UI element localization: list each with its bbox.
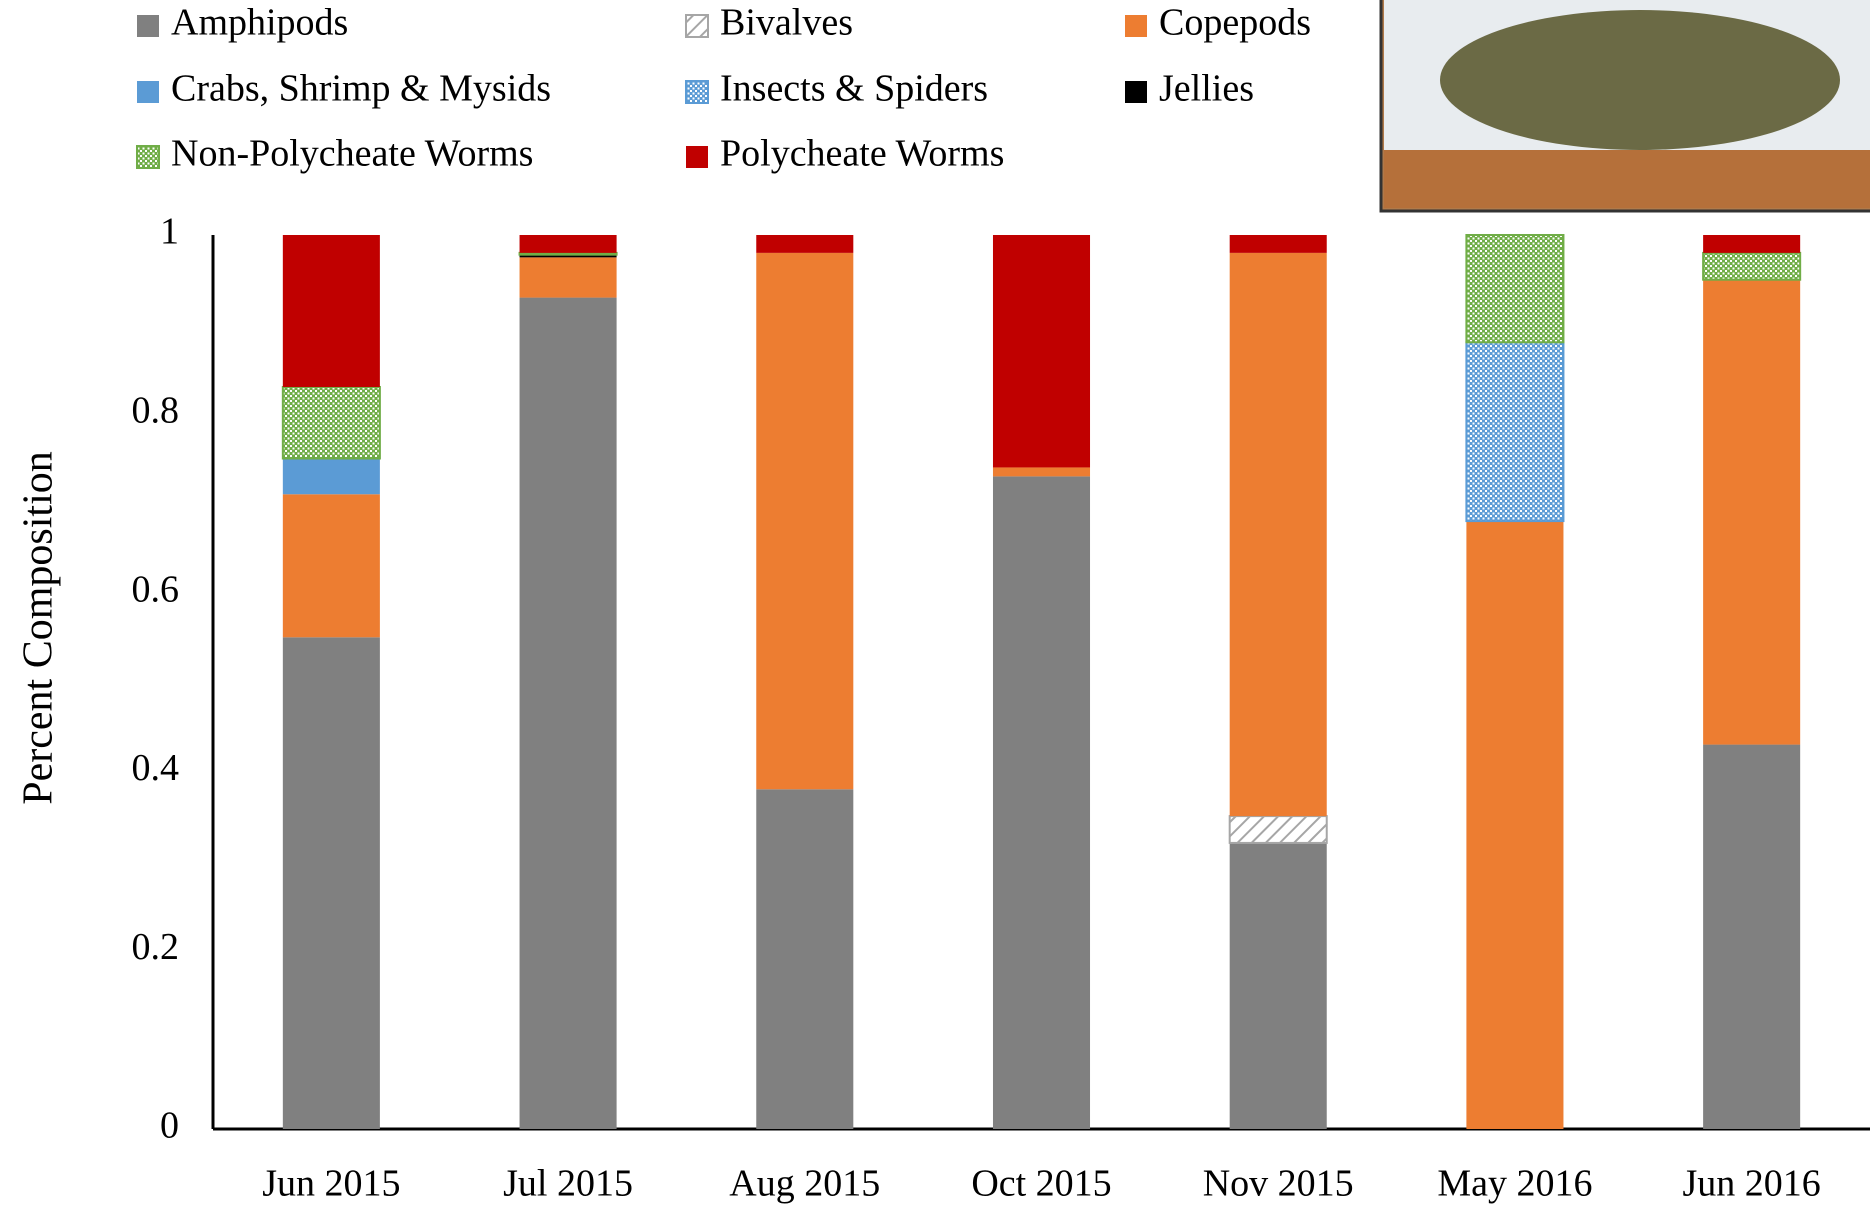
bar-segment: [519, 297, 617, 1130]
bar-segment: [1465, 341, 1565, 523]
legend-label: Amphipods: [171, 2, 348, 44]
legend-swatch: [686, 146, 708, 168]
legend-item: Bivalves: [685, 2, 853, 44]
y-tick-label: 0.4: [132, 747, 180, 789]
legend-swatch: [1125, 15, 1147, 37]
bar-segment: [1465, 234, 1565, 344]
legend-item: Jellies: [1125, 68, 1254, 110]
legend-label: Jellies: [1159, 68, 1254, 110]
y-axis-title: Percent Composition: [16, 451, 62, 804]
legend-swatch: [1125, 81, 1147, 103]
legend-label: Polycheate Worms: [720, 133, 1004, 175]
bar-segment: [1703, 744, 1801, 1129]
x-tick-label: Jun 2015: [262, 1163, 400, 1205]
legend-item: Copepods: [1125, 2, 1311, 44]
bar-segment: [282, 458, 380, 495]
x-tick-label: Nov 2015: [1203, 1163, 1354, 1205]
legend-item: Non-Polycheate Worms: [136, 133, 533, 175]
bar-segment: [1702, 251, 1802, 281]
bar-segment: [756, 235, 854, 253]
bar-segment: [1228, 815, 1328, 844]
bar-segment: [1229, 842, 1327, 1129]
legend-item: Amphipods: [137, 2, 348, 44]
legend-swatch: [137, 81, 159, 103]
bar-segment: [1229, 235, 1327, 253]
bar-segment: [518, 251, 618, 256]
x-tick-label: Aug 2015: [729, 1163, 880, 1205]
x-tick-label: May 2016: [1437, 1163, 1592, 1205]
legend-label: Copepods: [1159, 2, 1311, 44]
legend-swatch: [137, 15, 159, 37]
bar-segment: [1703, 235, 1801, 253]
x-tick-label: Jul 2015: [503, 1163, 633, 1205]
bar-segment: [1703, 279, 1801, 745]
bar-segment: [756, 789, 854, 1129]
y-tick-label: 1: [160, 211, 179, 253]
x-tick-label: Jun 2016: [1682, 1163, 1820, 1205]
bar-segment: [282, 637, 380, 1129]
bar-segment: [519, 257, 617, 298]
bar-segment: [756, 252, 854, 790]
bar-segment: [282, 235, 380, 387]
legend-swatch: [685, 14, 709, 38]
photo: [1379, 0, 1870, 213]
legend-item: Crabs, Shrimp & Mysids: [137, 68, 551, 110]
legend-label: Insects & Spiders: [720, 68, 988, 110]
bar-segment: [992, 476, 1091, 1129]
y-tick-label: 0.8: [132, 390, 180, 432]
bar-segment: [281, 385, 381, 460]
bar-segment: [992, 467, 1091, 477]
bar-segment: [1229, 252, 1327, 817]
bar-segment: [1466, 521, 1564, 1129]
legend-item: Polycheate Worms: [686, 133, 1004, 175]
legend-label: Non-Polycheate Worms: [171, 133, 533, 175]
legend-label: Bivalves: [720, 2, 853, 44]
legend-swatch: [685, 80, 709, 104]
bar-segment: [519, 235, 617, 253]
y-tick-label: 0.2: [132, 926, 180, 968]
y-tick-label: 0.6: [132, 568, 180, 610]
bar-segment: [992, 235, 1091, 468]
bar-segment: [282, 494, 380, 638]
legend-swatch: [136, 145, 160, 169]
legend-item: Insects & Spiders: [685, 68, 988, 110]
bar-segment: [519, 254, 617, 258]
x-tick-label: Oct 2015: [971, 1163, 1111, 1205]
legend-label: Crabs, Shrimp & Mysids: [171, 68, 551, 110]
y-tick-label: 0: [160, 1105, 179, 1147]
